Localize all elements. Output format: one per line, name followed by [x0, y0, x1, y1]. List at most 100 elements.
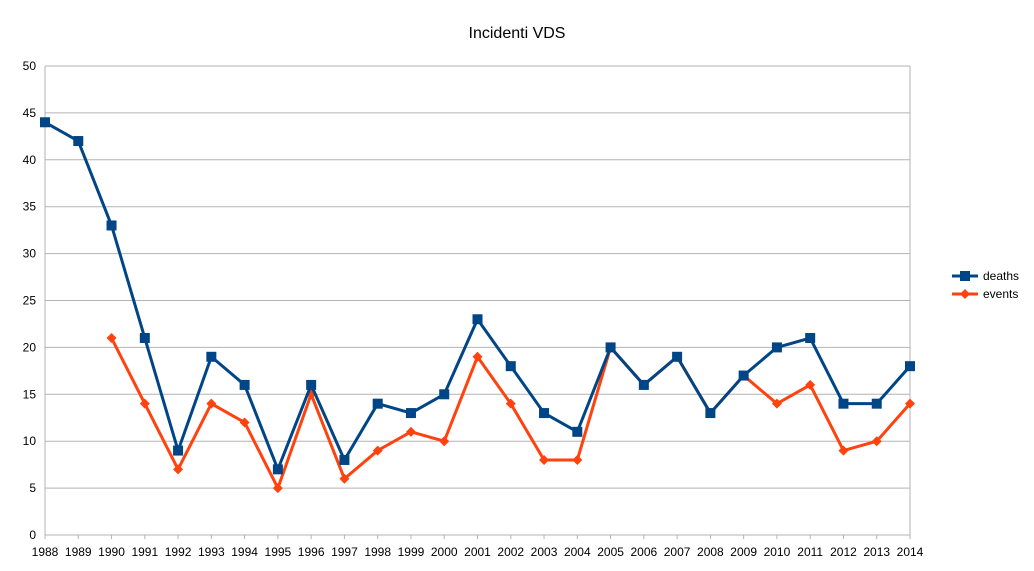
x-tick-label: 2011 — [797, 545, 823, 559]
y-tick-label: 25 — [23, 294, 37, 308]
y-tick-label: 35 — [23, 200, 37, 214]
data-point-deaths — [771, 342, 782, 353]
x-tick-label: 2010 — [764, 545, 791, 559]
axes: 0 5 10 15 20 25 30 35 40 45 50 1988 1989 1990 1991 1992… — [23, 59, 924, 559]
x-tick-label: 1990 — [98, 545, 125, 559]
x-tick-label: 1991 — [131, 545, 158, 559]
data-point-deaths — [405, 408, 416, 419]
data-point-deaths — [705, 408, 716, 419]
legend-entry-events: events — [952, 287, 1018, 301]
y-tick-label: 5 — [29, 481, 36, 495]
y-tick-label: 40 — [23, 153, 37, 167]
x-tick-label: 1992 — [165, 545, 192, 559]
data-point-events — [139, 398, 150, 409]
x-tick-label: 2002 — [497, 545, 524, 559]
legend-label: events — [983, 287, 1018, 301]
series-line-deaths — [44, 120, 912, 471]
data-point-deaths — [539, 408, 550, 419]
y-tick-label: 0 — [29, 528, 36, 542]
data-point-deaths — [505, 361, 516, 372]
x-tick-label: 2005 — [597, 545, 624, 559]
data-point-events — [206, 398, 217, 409]
x-tick-label: 2009 — [730, 545, 757, 559]
legend-entry-deaths: deaths — [952, 269, 1019, 283]
x-tick-label: 2001 — [464, 545, 491, 559]
data-point-deaths — [871, 398, 882, 409]
x-tick-label: 2008 — [697, 545, 724, 559]
data-point-deaths — [672, 351, 683, 362]
data-point-events — [472, 351, 483, 362]
data-point-events — [405, 426, 416, 437]
data-point-events — [905, 398, 915, 409]
data-point-deaths — [339, 454, 350, 465]
grid-lines — [44, 65, 911, 536]
data-point-deaths — [139, 333, 150, 344]
data-point-events — [505, 398, 516, 409]
x-tick-label: 1988 — [32, 545, 59, 559]
data-point-deaths — [306, 379, 317, 390]
y-tick-label: 10 — [23, 434, 37, 448]
data-point-deaths — [173, 445, 184, 456]
x-tick-label: 2014 — [897, 545, 924, 559]
x-tick-label: 2012 — [830, 545, 857, 559]
x-tick-label: 1995 — [265, 545, 292, 559]
series-deaths — [40, 117, 915, 475]
y-tick-label: 50 — [23, 59, 37, 73]
data-point-events — [106, 333, 117, 344]
series-events — [106, 333, 915, 494]
x-tick-label: 2000 — [431, 545, 458, 559]
x-tick-label: 1999 — [398, 545, 425, 559]
data-point-events — [539, 454, 550, 465]
y-tick-label: 15 — [23, 387, 37, 401]
data-point-events — [439, 436, 450, 447]
data-point-deaths — [272, 464, 283, 475]
data-point-events — [871, 436, 882, 447]
data-point-deaths — [40, 117, 50, 128]
data-point-deaths — [472, 314, 483, 325]
data-point-deaths — [372, 398, 383, 409]
data-point-events — [805, 379, 816, 390]
data-point-events — [771, 398, 782, 409]
data-point-deaths — [206, 351, 217, 362]
data-point-events — [572, 454, 583, 465]
x-tick-label: 1996 — [298, 545, 325, 559]
x-tick-label: 1993 — [198, 545, 225, 559]
x-tick-label: 2003 — [531, 545, 558, 559]
data-point-events — [272, 483, 283, 494]
x-tick-label: 2013 — [863, 545, 890, 559]
data-point-deaths — [605, 342, 616, 353]
legend-marker — [960, 271, 970, 281]
data-point-deaths — [738, 370, 749, 381]
data-point-deaths — [239, 379, 250, 390]
legend-marker — [960, 289, 970, 299]
x-tick-label: 1998 — [364, 545, 391, 559]
series-line-events — [110, 337, 912, 490]
data-point-events — [372, 445, 383, 456]
y-tick-label: 30 — [23, 247, 37, 261]
data-point-events — [339, 473, 350, 484]
data-point-deaths — [572, 426, 583, 437]
data-point-deaths — [805, 333, 816, 344]
x-tick-label: 2004 — [564, 545, 591, 559]
y-tick-label: 20 — [23, 340, 37, 354]
series — [40, 117, 915, 494]
data-point-deaths — [439, 389, 450, 400]
x-tick-label: 2007 — [664, 545, 691, 559]
data-point-events — [838, 445, 849, 456]
x-tick-label: 2006 — [630, 545, 657, 559]
data-point-events — [239, 417, 250, 428]
data-point-deaths — [106, 220, 117, 231]
data-point-deaths — [73, 136, 84, 147]
y-tick-label: 45 — [23, 106, 37, 120]
data-point-deaths — [638, 379, 649, 390]
x-tick-label: 1994 — [231, 545, 258, 559]
chart-title: Incidenti VDS — [469, 25, 566, 42]
legend: deaths events — [952, 269, 1019, 301]
data-point-events — [173, 464, 184, 475]
legend-label: deaths — [983, 269, 1019, 283]
data-point-deaths — [838, 398, 849, 409]
data-point-deaths — [905, 361, 915, 372]
x-tick-label: 1989 — [65, 545, 92, 559]
